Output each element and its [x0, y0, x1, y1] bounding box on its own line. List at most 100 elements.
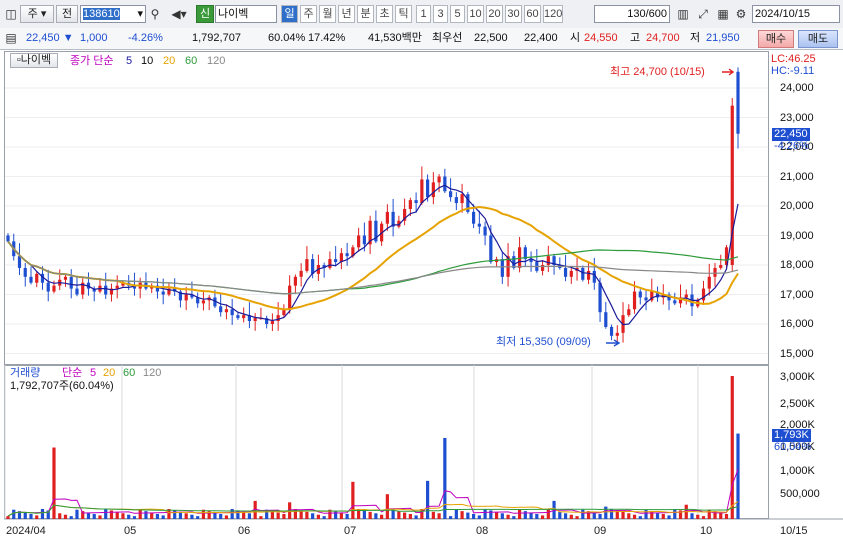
candle-body: [644, 297, 648, 301]
volume-tick-label: 1,500K: [780, 441, 815, 453]
scope-select[interactable]: 전: [56, 5, 78, 23]
volume-bar: [121, 513, 125, 519]
vol-legend-60: 60: [123, 367, 136, 379]
volume-bar: [426, 480, 430, 519]
candle-body: [184, 294, 188, 301]
volume-bar: [23, 512, 27, 519]
pane-box-icon: ▫: [16, 54, 21, 66]
period-tab-1[interactable]: 주: [300, 5, 317, 23]
volume-bar: [575, 516, 579, 519]
period-tab-6[interactable]: 틱: [395, 5, 412, 23]
interval-button-120[interactable]: 120: [543, 5, 563, 23]
ma-legend-20: 20: [163, 55, 176, 67]
count-input[interactable]: 130/600: [594, 5, 670, 23]
chart-menu-icon[interactable]: ◫: [5, 7, 17, 21]
candle-body: [374, 220, 378, 242]
market-select[interactable]: 주 ▾: [20, 5, 54, 23]
candles: [6, 67, 740, 343]
candle-type-icon[interactable]: ▥: [677, 7, 689, 21]
volume-tick-label: 1,000K: [780, 465, 815, 477]
volume-bar: [627, 513, 631, 519]
interval-button-60[interactable]: 60: [524, 5, 541, 23]
sell-button[interactable]: 매도: [798, 30, 838, 48]
candle-body: [368, 220, 372, 245]
volume-bar: [673, 508, 677, 519]
scope-label: 전: [61, 8, 73, 20]
candle-body: [247, 315, 252, 322]
volume-bar: [161, 515, 165, 519]
price-pane-title[interactable]: ▫나이벡: [10, 53, 58, 68]
change-percent: -4.26%: [128, 32, 163, 44]
price-pane[interactable]: [4, 51, 769, 365]
x-tick-label: 10/15: [780, 525, 808, 537]
ma-legend-5: 5: [126, 55, 133, 67]
x-tick-label: 09: [594, 525, 607, 537]
candle-body: [270, 321, 275, 324]
speaker-icon[interactable]: ◀▾: [171, 7, 187, 21]
buy-button[interactable]: 매수: [758, 30, 794, 48]
volume-bar: [690, 513, 694, 519]
dropdown-arrow-icon[interactable]: ▾: [137, 8, 143, 20]
candle-body: [293, 276, 298, 286]
candle-body: [609, 326, 614, 336]
period-tab-3[interactable]: 년: [338, 5, 355, 23]
period-tab-2[interactable]: 월: [319, 5, 336, 23]
volume-bar: [408, 513, 412, 519]
volume-bar: [311, 513, 315, 519]
interval-button-5[interactable]: 5: [450, 5, 465, 23]
volume-bar: [494, 511, 499, 519]
interval-button-10[interactable]: 10: [467, 5, 484, 23]
candle-body: [265, 318, 269, 324]
date-input[interactable]: 2024/10/15: [752, 5, 840, 23]
volume-bar: [696, 514, 700, 519]
volume-bar: [437, 513, 441, 519]
candle-body: [167, 288, 171, 295]
market-label: 주: [27, 8, 38, 20]
candle-body: [35, 273, 39, 283]
volume-bar: [259, 516, 263, 519]
ma-legend-60: 60: [185, 55, 198, 67]
period-tab-4[interactable]: 분: [357, 5, 374, 23]
volume-pane[interactable]: [4, 365, 769, 519]
volume-pct-tag: 60.04%: [774, 441, 812, 453]
compare-icon[interactable]: ⤢: [698, 7, 708, 21]
price-tick-label: 23,000: [780, 111, 814, 124]
x-tick-label: 2024/04: [6, 525, 46, 537]
period-tab-0[interactable]: 일: [281, 5, 298, 23]
stock-name-field[interactable]: 나이벡: [215, 5, 277, 23]
volume-bar: [644, 509, 648, 519]
stock-code: 138610: [83, 8, 120, 20]
volume-tag: 1,793K: [772, 429, 811, 442]
toggle-icon[interactable]: ▤: [5, 31, 17, 45]
interval-button-3[interactable]: 3: [433, 5, 448, 23]
search-icon[interactable]: ⚲: [150, 7, 160, 21]
count-total: /600: [645, 8, 667, 20]
price-tick-label: 21,000: [780, 170, 814, 183]
vol-legend-20: 20: [103, 367, 116, 379]
interval-button-20[interactable]: 20: [486, 5, 503, 23]
period-tab-5[interactable]: 초: [376, 5, 393, 23]
grid-icon[interactable]: ▦: [717, 7, 729, 21]
volume-bar: [213, 512, 217, 519]
x-tick-label: 08: [476, 525, 489, 537]
volume-bar: [374, 513, 378, 519]
interval-button-1[interactable]: 1: [416, 5, 431, 23]
candle-body: [713, 267, 717, 277]
volume-bar: [316, 514, 320, 519]
volume-bar: [719, 512, 723, 519]
settings-icon[interactable]: ⚙: [735, 7, 747, 21]
candle-body: [23, 267, 27, 277]
open-label: 시: [570, 32, 581, 44]
candle-body: [512, 256, 516, 268]
volume-bar: [132, 516, 137, 519]
volume-bar: [529, 512, 533, 519]
stock-code-input[interactable]: 138610 ▾: [80, 5, 146, 23]
volume-bar: [661, 513, 665, 519]
candle-body: [339, 253, 343, 263]
interval-button-30[interactable]: 30: [505, 5, 522, 23]
volume-bar: [138, 509, 142, 519]
candle-body: [219, 306, 223, 313]
price-tick-label: 17,000: [780, 288, 814, 301]
candle-body: [707, 276, 711, 289]
